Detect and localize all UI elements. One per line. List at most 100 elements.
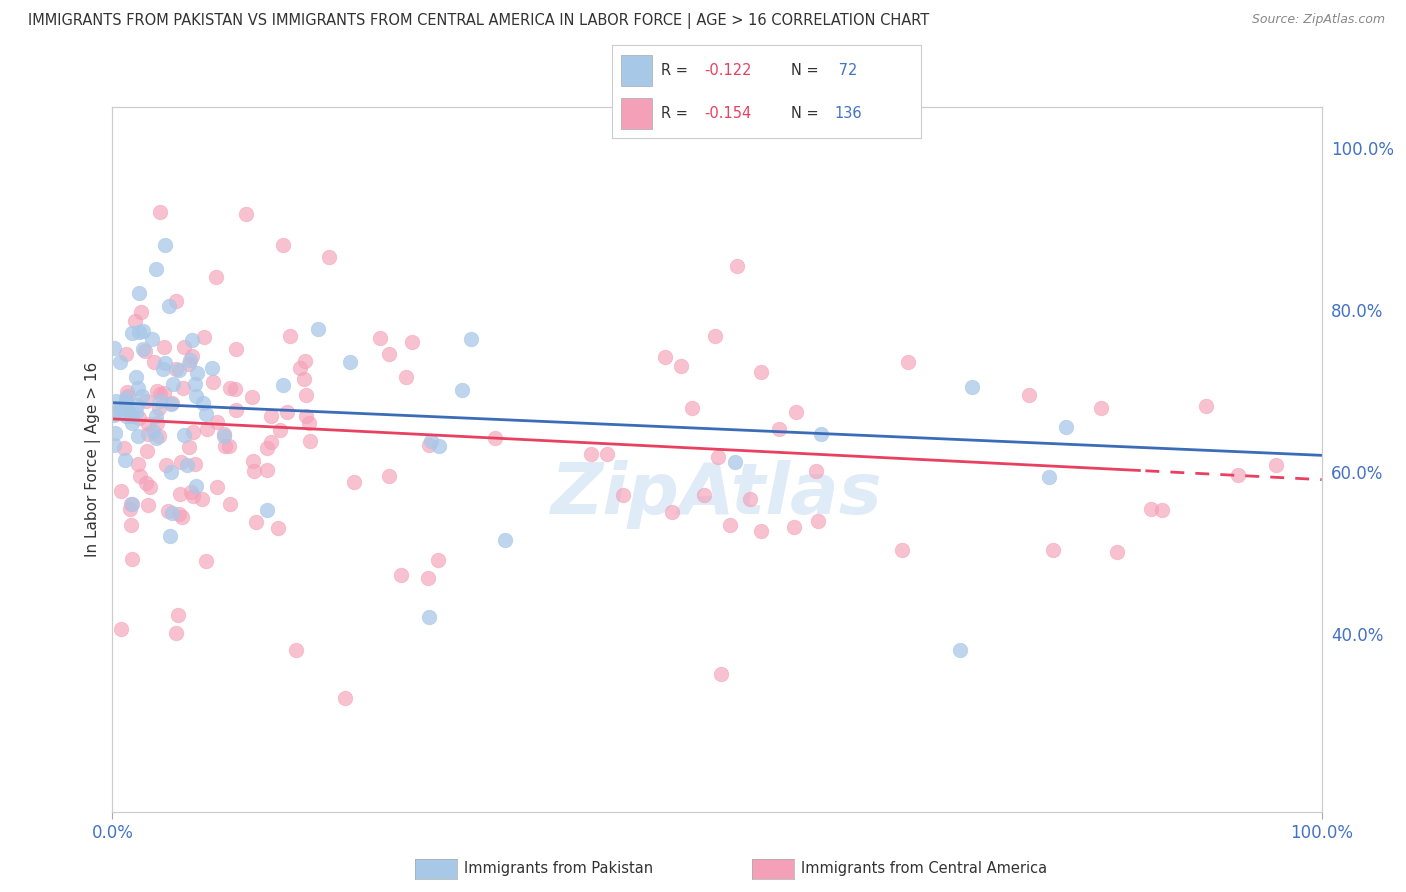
Point (157, 300, 180, 314)
Point (195, 407, 218, 421)
Text: 72: 72 (834, 62, 858, 78)
Text: N =: N = (792, 106, 824, 121)
Point (114, 391, 136, 405)
Point (224, 382, 246, 396)
Point (242, 453, 264, 467)
Point (121, 551, 143, 566)
Text: -0.154: -0.154 (704, 106, 752, 121)
Point (749, 365, 772, 379)
Point (160, 506, 183, 520)
Text: -0.122: -0.122 (704, 62, 752, 78)
Point (318, 250, 340, 264)
Point (108, 355, 131, 369)
Point (136, 499, 159, 513)
Point (131, 324, 153, 338)
Point (135, 394, 157, 409)
Point (146, 417, 169, 431)
Point (127, 458, 149, 472)
Point (1018, 388, 1040, 402)
Point (242, 390, 264, 404)
Point (389, 567, 412, 582)
Point (134, 344, 156, 359)
Point (271, 378, 294, 392)
Point (181, 425, 204, 440)
Text: R =: R = (661, 62, 693, 78)
Point (184, 389, 207, 403)
Point (368, 331, 391, 345)
Point (173, 341, 195, 355)
Point (295, 409, 318, 423)
Point (159, 465, 181, 479)
Point (579, 447, 602, 461)
Point (127, 398, 149, 412)
Point (167, 608, 190, 623)
Point (172, 510, 194, 524)
Point (179, 352, 201, 367)
Point (201, 375, 224, 389)
Point (191, 396, 214, 410)
Point (159, 529, 181, 543)
Point (451, 383, 474, 397)
Point (418, 438, 440, 452)
Point (494, 533, 516, 547)
Point (195, 422, 218, 436)
Point (214, 429, 236, 443)
Point (160, 397, 183, 411)
Point (949, 642, 972, 657)
Point (153, 237, 176, 252)
Y-axis label: In Labor Force | Age > 16: In Labor Force | Age > 16 (86, 362, 101, 557)
Point (155, 458, 177, 473)
Point (146, 384, 169, 398)
Point (1038, 470, 1060, 484)
Point (177, 357, 200, 371)
Point (225, 403, 247, 417)
Point (749, 524, 772, 538)
Point (165, 294, 187, 309)
Point (128, 286, 150, 301)
Point (595, 447, 617, 461)
Point (181, 489, 204, 503)
Point (654, 350, 676, 364)
Point (152, 340, 174, 354)
Point (145, 262, 167, 277)
Point (135, 476, 157, 491)
Point (169, 487, 191, 501)
Point (1140, 502, 1163, 516)
Point (128, 410, 150, 425)
Point (378, 347, 401, 361)
Point (307, 322, 329, 336)
Point (218, 440, 240, 454)
Point (693, 488, 716, 502)
Point (160, 395, 183, 409)
Point (724, 455, 747, 469)
Point (172, 381, 194, 395)
Point (276, 405, 298, 419)
Point (1195, 399, 1218, 413)
Point (177, 441, 200, 455)
Point (186, 366, 208, 380)
Point (115, 399, 138, 413)
Point (484, 431, 506, 445)
Point (142, 424, 165, 438)
Point (285, 642, 308, 657)
Point (343, 475, 366, 489)
Point (190, 492, 212, 507)
Point (785, 405, 807, 419)
Point (141, 333, 163, 347)
Point (1042, 543, 1064, 558)
Point (295, 388, 318, 402)
Point (427, 553, 450, 567)
Bar (621, 55, 652, 86)
Point (121, 497, 143, 511)
Point (108, 402, 131, 417)
Text: ZipAtlas: ZipAtlas (551, 460, 883, 529)
Point (124, 314, 146, 328)
Point (120, 517, 142, 532)
Point (298, 416, 321, 430)
Point (115, 384, 138, 399)
Point (962, 380, 984, 394)
Point (1090, 401, 1112, 416)
Point (145, 431, 167, 445)
Point (129, 305, 152, 319)
Point (725, 259, 748, 273)
